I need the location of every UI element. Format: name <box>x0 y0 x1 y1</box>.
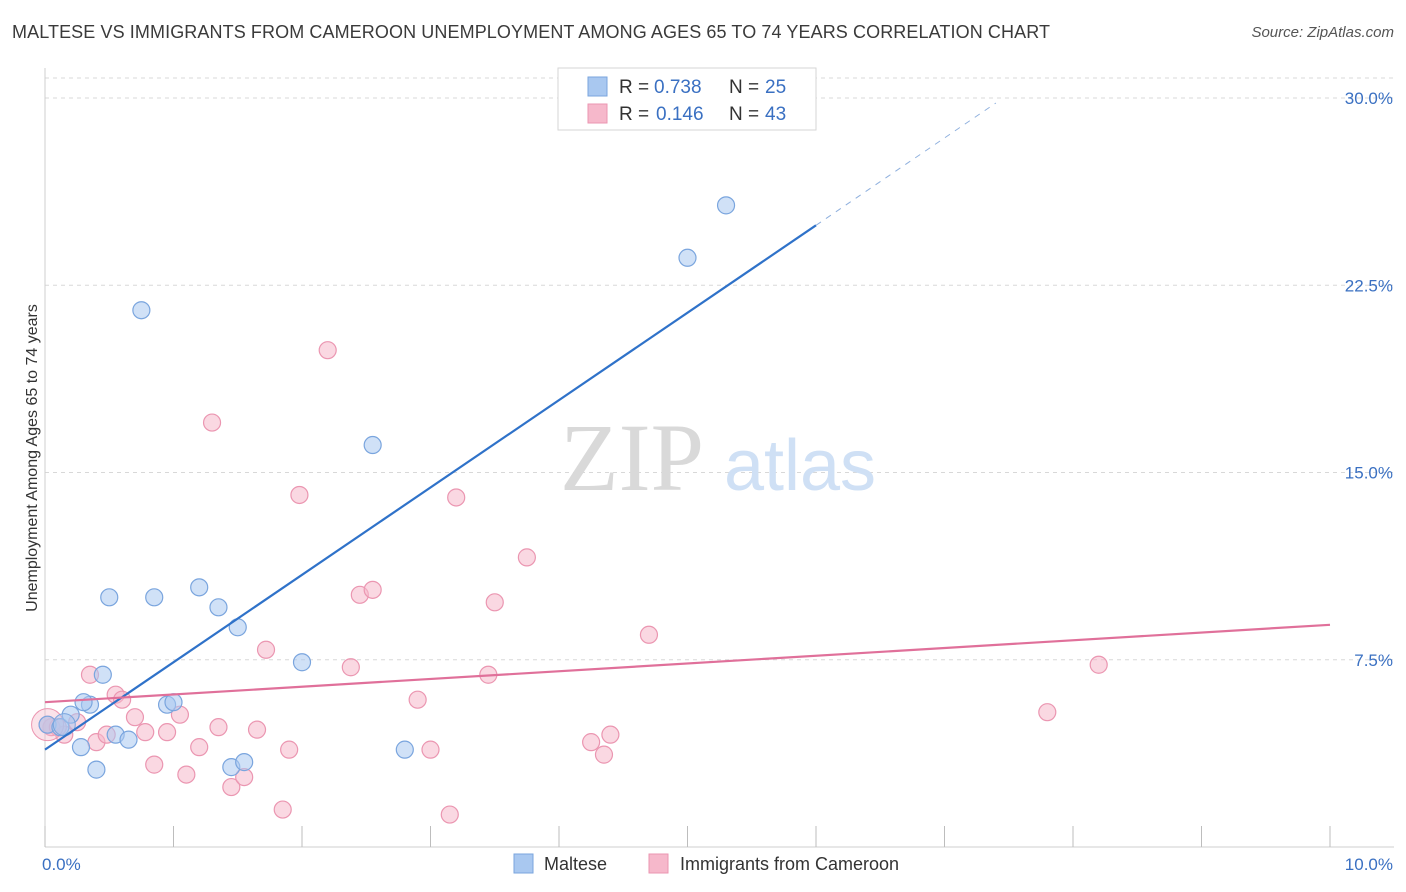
maltese-point-23 <box>164 693 183 712</box>
maltese-point-12 <box>190 578 209 597</box>
maltese-point-24 <box>93 665 112 684</box>
cameroon-point-20 <box>256 640 276 659</box>
cameroon-point-34 <box>517 548 536 567</box>
watermark-atlas: atlas <box>724 426 876 506</box>
maltese-points <box>38 196 736 779</box>
cameroon-point-40 <box>1089 655 1108 674</box>
maltese-trend-line <box>44 224 817 751</box>
cameroon-point-38 <box>639 625 659 644</box>
bottom-legend: Maltese Immigrants from Cameroon <box>513 853 899 874</box>
y-axis-label: Unemployment Among Ages 65 to 74 years <box>24 304 41 612</box>
legend-swatch-maltese <box>587 76 608 97</box>
bottom-legend-cameroon: Immigrants from Cameroon <box>680 854 899 874</box>
grid-lines <box>45 77 1394 661</box>
cameroon-point-15 <box>202 413 222 432</box>
cameroon-point-14 <box>190 738 209 757</box>
cameroon-point-23 <box>290 485 309 505</box>
cameroon-point-35 <box>582 733 601 752</box>
x-tick-label-0: 0.0% <box>42 855 81 874</box>
source-label: Source: ZipAtlas.com <box>1251 24 1394 41</box>
x-tick-label-1: 10.0% <box>1345 855 1393 874</box>
y-tick-label-1: 15.0% <box>1345 464 1393 483</box>
cameroon-point-36 <box>594 745 614 764</box>
chart-title: MALTESE VS IMMIGRANTS FROM CAMEROON UNEM… <box>12 22 1051 42</box>
legend-r-value-2: 0.146 <box>656 104 704 125</box>
legend-r-label-2: R = <box>619 104 649 125</box>
maltese-point-5 <box>87 760 106 779</box>
maltese-point-22 <box>74 693 93 712</box>
legend-n-label-2: N = <box>729 104 759 125</box>
cameroon-point-30 <box>440 805 459 824</box>
cameroon-point-21 <box>273 800 292 819</box>
y-tick-label-3: 30.0% <box>1345 89 1393 108</box>
legend-n-value-2: 43 <box>765 104 786 125</box>
maltese-point-3 <box>71 738 91 757</box>
cameroon-point-10 <box>145 755 164 774</box>
cameroon-point-24 <box>318 341 337 360</box>
legend-swatch-cameroon <box>587 103 608 124</box>
maltese-point-13 <box>209 598 228 617</box>
x-tick-labels: 0.0% 10.0% <box>42 855 1393 874</box>
maltese-point-8 <box>119 730 138 749</box>
cameroon-point-28 <box>408 690 427 709</box>
cameroon-point-17 <box>222 777 241 797</box>
cameroon-point-27 <box>363 580 382 599</box>
cameroon-point-8 <box>125 708 145 727</box>
y-tick-label-2: 22.5% <box>1345 276 1393 295</box>
bottom-legend-swatch-cameroon <box>648 853 669 874</box>
maltese-point-16 <box>235 753 254 772</box>
maltese-point-19 <box>395 740 414 759</box>
cameroon-point-22 <box>280 740 299 759</box>
cameroon-point-33 <box>485 593 504 612</box>
cameroon-point-29 <box>421 740 440 759</box>
maltese-point-20 <box>678 248 697 267</box>
cameroon-point-37 <box>601 725 620 744</box>
bottom-legend-swatch-maltese <box>513 853 534 874</box>
legend-n-value-1: 25 <box>765 77 786 98</box>
maltese-point-6 <box>100 588 119 607</box>
axes <box>44 68 1394 848</box>
cameroon-point-13 <box>177 765 196 784</box>
top-legend: R = 0.738 N = 25 R = 0.146 N = 43 <box>557 67 817 131</box>
maltese-trend-extension <box>815 102 997 226</box>
cameroon-point-16 <box>209 718 228 737</box>
trend-lines <box>44 102 1331 751</box>
legend-r-label-1: R = <box>619 77 649 98</box>
legend-n-label-1: N = <box>729 77 759 98</box>
y-tick-labels: 7.5% 15.0% 22.5% 30.0% <box>1345 89 1393 670</box>
maltese-point-10 <box>145 588 164 607</box>
cameroon-trend-line <box>44 623 1331 704</box>
cameroon-point-31 <box>447 488 466 507</box>
watermark-zip: ZIP <box>560 404 704 511</box>
maltese-point-17 <box>292 653 312 672</box>
y-tick-label-0: 7.5% <box>1354 651 1393 670</box>
bottom-legend-maltese: Maltese <box>544 854 607 874</box>
cameroon-point-9 <box>136 723 155 742</box>
cameroon-point-11 <box>157 723 177 742</box>
maltese-point-9 <box>132 301 151 320</box>
maltese-point-18 <box>363 435 382 455</box>
watermark: ZIP atlas <box>560 404 876 511</box>
cameroon-point-39 <box>1038 703 1057 722</box>
cameroon-point-19 <box>247 720 267 739</box>
cameroon-point-25 <box>341 658 360 677</box>
legend-r-value-1: 0.738 <box>654 77 702 98</box>
maltese-point-21 <box>716 196 736 215</box>
